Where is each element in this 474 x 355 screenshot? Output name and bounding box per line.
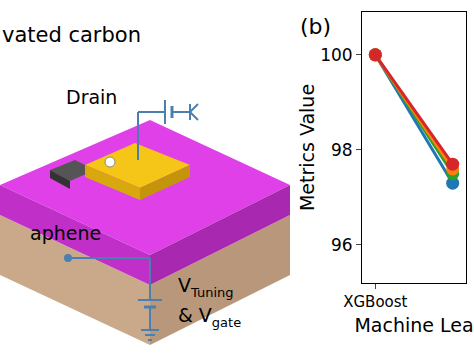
svg-text:VTuning: VTuning (178, 274, 234, 300)
svg-text:& Vgate: & Vgate (178, 304, 241, 330)
svg-text:96: 96 (331, 235, 353, 255)
svg-text:98: 98 (331, 140, 353, 160)
svg-text:aphene: aphene (30, 222, 101, 244)
svg-text:Metrics Value: Metrics Value (296, 84, 318, 211)
svg-text:Drain: Drain (66, 86, 117, 108)
svg-text:100: 100 (320, 45, 352, 65)
svg-text:XGBoost: XGBoost (343, 293, 407, 311)
svg-text:(b): (b) (300, 14, 331, 39)
svg-text:vated carbon: vated carbon (2, 23, 141, 47)
svg-text:Machine Lea: Machine Lea (354, 314, 473, 336)
